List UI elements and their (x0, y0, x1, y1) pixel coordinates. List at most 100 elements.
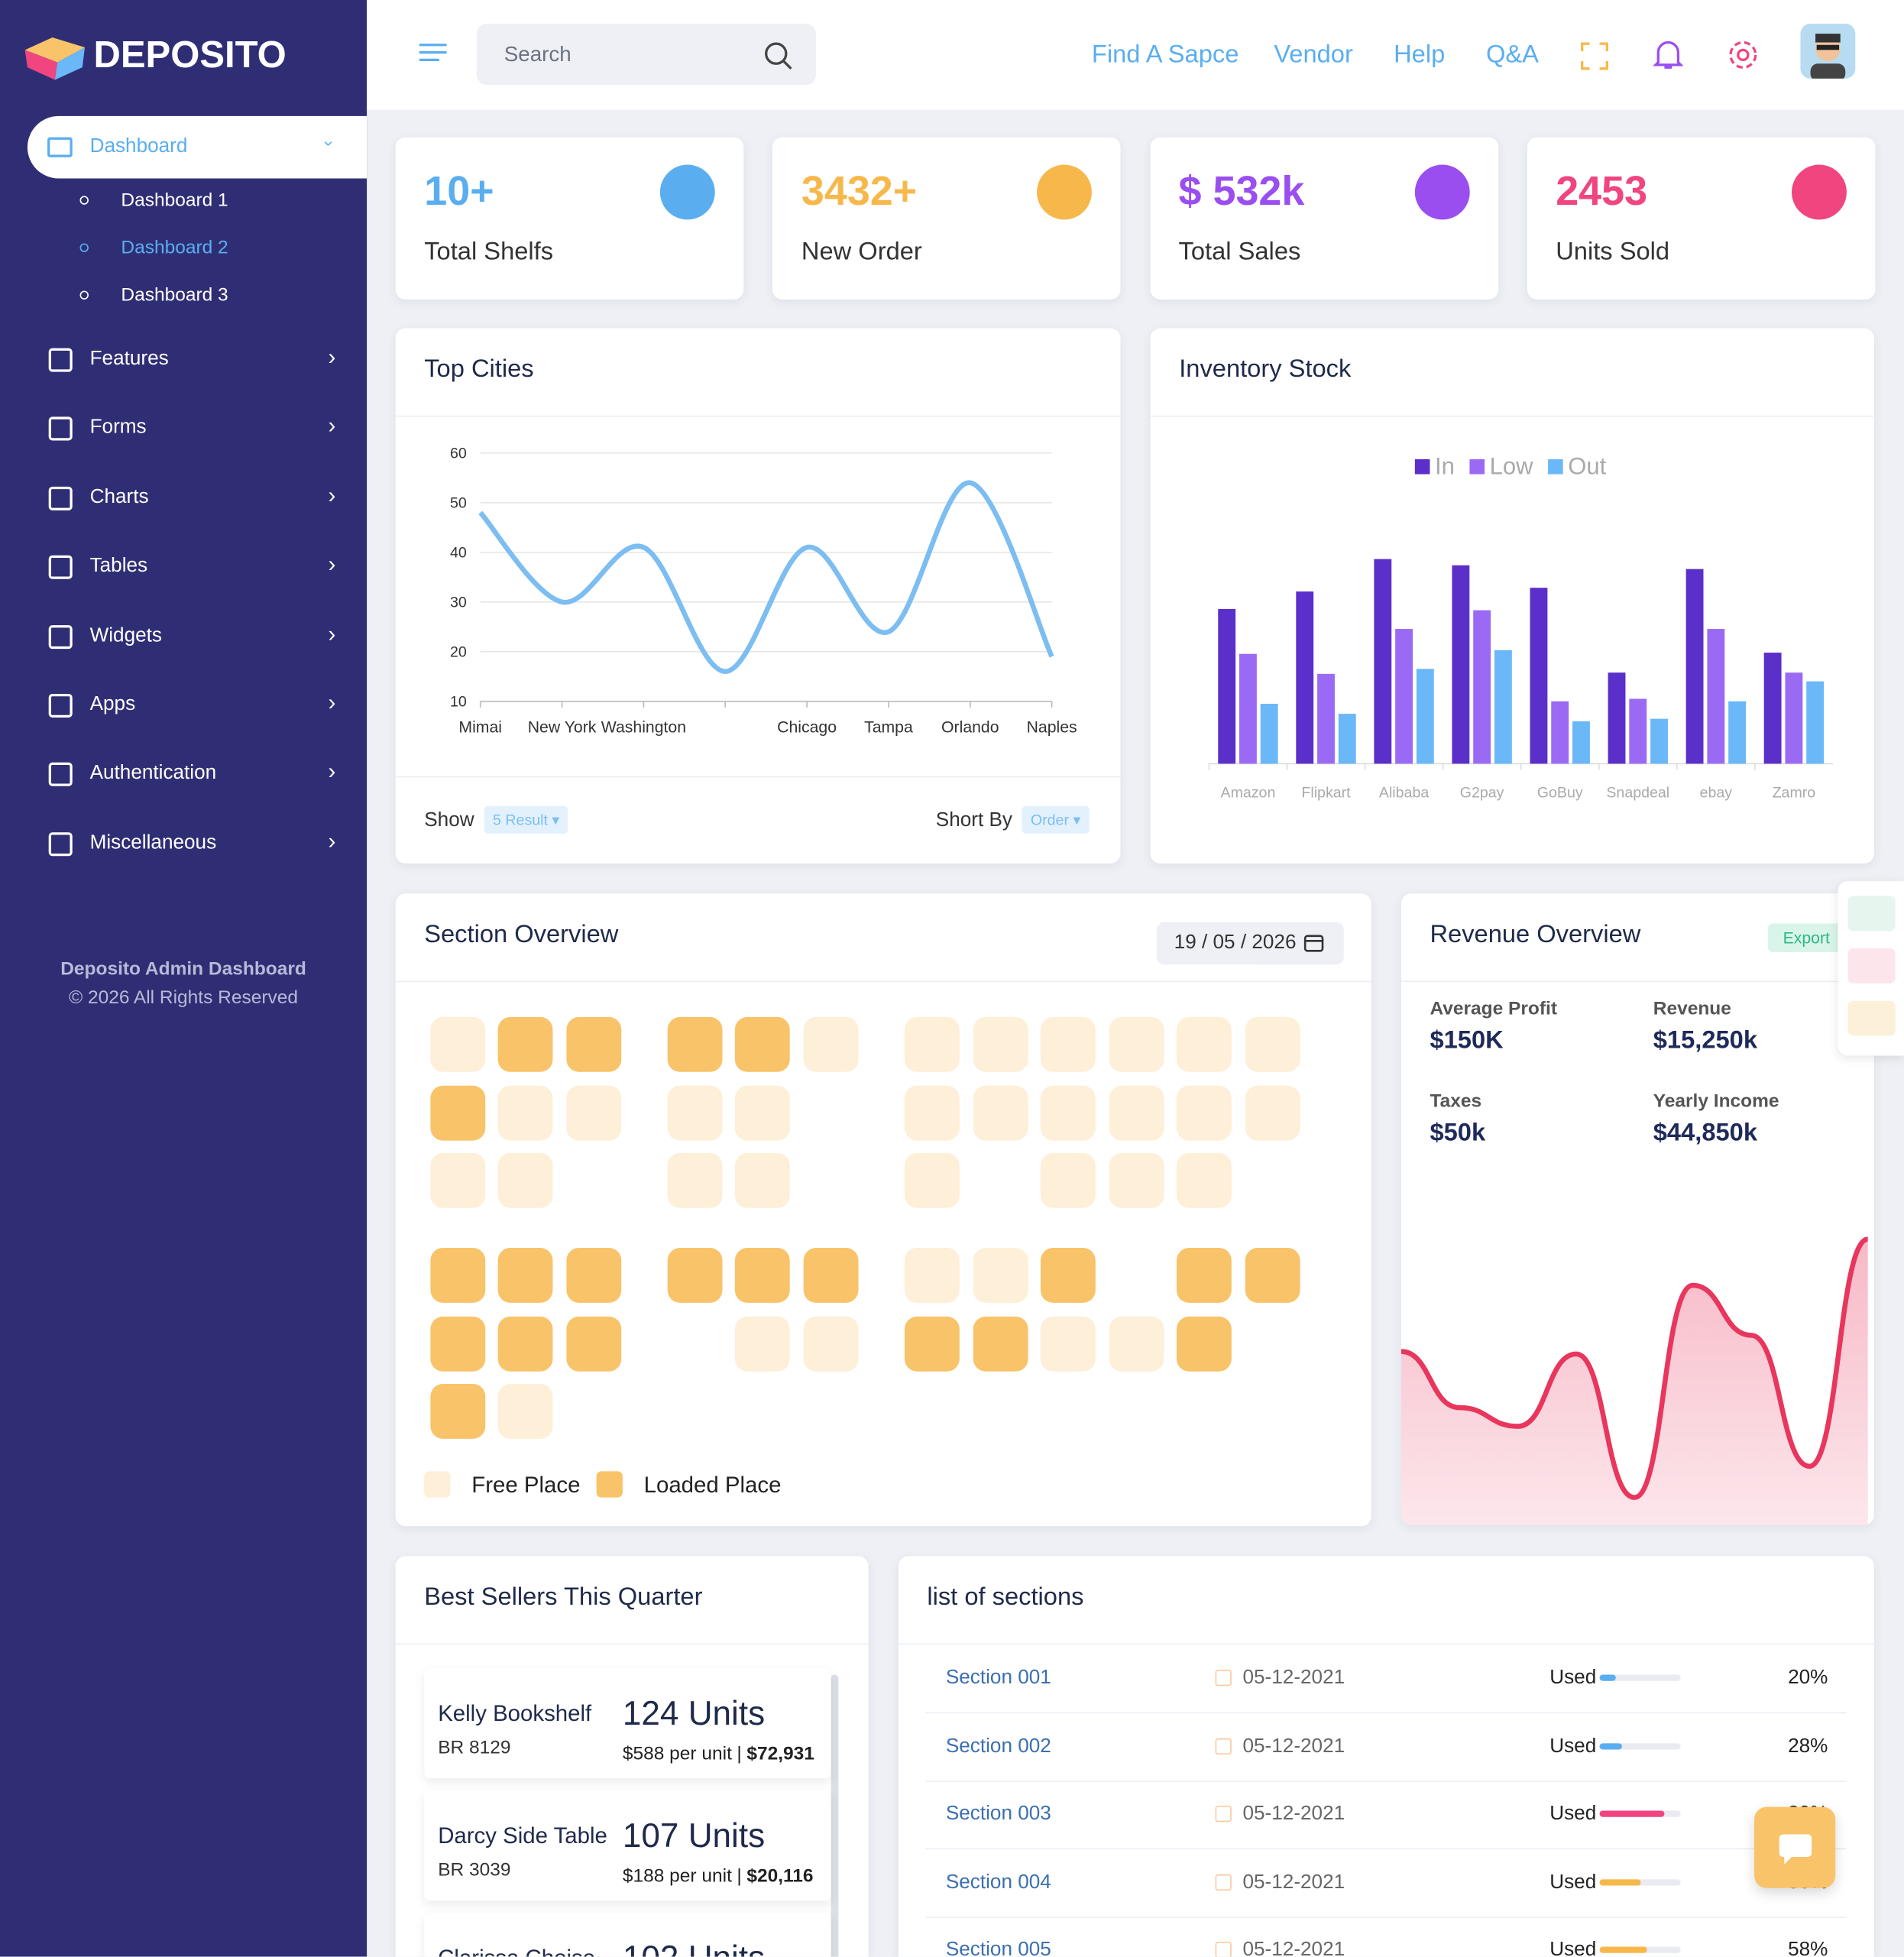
search-box[interactable]: Search (476, 24, 817, 86)
free-place (1245, 1016, 1300, 1072)
chevron: › (319, 140, 340, 147)
stat-card: 10+ Total Shelfs (395, 137, 744, 300)
loaded-place (430, 1248, 486, 1303)
progress-track (1599, 1742, 1681, 1749)
card-title: Top Cities (424, 355, 534, 384)
row-divider (925, 1780, 1847, 1782)
x-tick-label: Tampa (864, 719, 913, 737)
best-sellers-card: Best Sellers This Quarter Kelly Bookshel… (395, 1556, 869, 1957)
menu-item[interactable]: Miscellaneous › (47, 828, 347, 858)
avatar[interactable] (1800, 24, 1856, 79)
tool-button[interactable] (1847, 896, 1896, 932)
menu-icon (48, 417, 73, 442)
menu-icon (48, 624, 73, 649)
progress-bar (1599, 1810, 1665, 1817)
tool-button[interactable] (1847, 948, 1896, 983)
bar (1494, 650, 1512, 764)
free-place (904, 1016, 960, 1072)
free-place (497, 1085, 553, 1141)
card-title: Section Overview (424, 921, 619, 949)
fullscreen-icon[interactable] (1579, 41, 1609, 71)
section-overview-card: Section Overview 19 / 05 / 2026 Free Pla… (395, 893, 1371, 1527)
menu-item[interactable]: Apps › (47, 690, 347, 720)
menu-icon (48, 763, 73, 787)
free-place (1176, 1016, 1232, 1072)
topbar: Search Find A Sapce Vendor Help Q&A (367, 0, 1904, 110)
menu-item[interactable]: Forms › (47, 413, 347, 443)
date-picker[interactable]: 19 / 05 / 2026 (1156, 922, 1344, 965)
free-place (497, 1152, 553, 1208)
submenu-item[interactable]: Dashboard 1 (75, 187, 349, 215)
status: Used (1549, 1803, 1597, 1825)
menu-item-active[interactable]: Dashboard › (27, 115, 368, 179)
sections-card: list of sections Section 001 05-12-2021 Us… (898, 1556, 1874, 1957)
menu-item[interactable]: Features › (47, 345, 347, 374)
bullet (79, 243, 89, 252)
loaded-place (1176, 1248, 1232, 1303)
chevron: › (328, 620, 336, 646)
menu-item[interactable]: Charts › (47, 483, 347, 513)
chat-button[interactable] (1754, 1806, 1836, 1888)
nav-link[interactable]: Help (1394, 41, 1446, 69)
stat-value: 2453 (1556, 167, 1648, 214)
tool-button[interactable] (1847, 1000, 1896, 1036)
seller-item: Kelly Bookshelf BR 8129 124 Units $588 per … (424, 1668, 831, 1779)
inventory-card: Inventory Stock In Low Out Amazon Flipkart Al… (1150, 328, 1874, 864)
section-date: 05-12-2021 (1242, 1939, 1345, 1957)
bell-icon[interactable] (1653, 39, 1683, 71)
legend-label: Loaded Place (643, 1472, 782, 1498)
footer-copyright: © 2026 All Rights Reserved (69, 987, 299, 1009)
nav-link[interactable]: Q&A (1485, 41, 1539, 69)
section-name[interactable]: Section 001 (945, 1667, 1051, 1689)
nav-link[interactable]: Find A Sapce (1091, 41, 1239, 69)
free-place (1176, 1085, 1232, 1141)
menu-item[interactable]: Authentication › (47, 760, 347, 789)
free-place (497, 1384, 553, 1439)
bar (1296, 591, 1314, 764)
metric-value: $15,250k (1653, 1026, 1757, 1055)
legend-label: Out (1568, 453, 1606, 480)
loaded-place (497, 1016, 553, 1072)
free-place (973, 1248, 1028, 1303)
settings-icon[interactable] (1727, 39, 1759, 71)
section-name[interactable]: Section 004 (945, 1871, 1051, 1893)
submenu-label: Dashboard 2 (121, 237, 228, 259)
submenu-item[interactable]: Dashboard 3 (75, 282, 349, 309)
scrollbar[interactable] (831, 1674, 839, 1957)
section-name[interactable]: Section 002 (945, 1735, 1051, 1757)
bar (1416, 669, 1434, 764)
loaded-place (1176, 1316, 1232, 1372)
progress-bar (1599, 1878, 1640, 1885)
menu-item[interactable]: Widgets › (47, 621, 347, 651)
stat-card: $ 532k Total Sales (1149, 137, 1498, 300)
free-place (904, 1085, 960, 1141)
loaded-place (497, 1248, 553, 1303)
bar (1452, 565, 1470, 764)
menu-item[interactable]: Tables › (47, 552, 347, 582)
stat-label: New Order (801, 238, 922, 266)
free-place (667, 1085, 723, 1141)
separator: | (737, 1865, 742, 1887)
chevron: › (328, 413, 336, 439)
export-button[interactable]: Export (1768, 923, 1845, 953)
menu-label: Apps (89, 693, 136, 715)
show-label: Show (424, 809, 474, 831)
stat-card: 2453 Units Sold (1527, 137, 1876, 300)
seller-units: 102 Units (623, 1939, 765, 1957)
sort-select[interactable]: Order ▾ (1022, 805, 1090, 834)
chevron: › (328, 690, 336, 715)
menu-label: Authentication (89, 763, 217, 785)
nav-link[interactable]: Vendor (1274, 41, 1353, 69)
section-name[interactable]: Section 003 (945, 1803, 1051, 1825)
loaded-place (430, 1384, 486, 1439)
search-icon[interactable] (763, 41, 793, 71)
seller-units: 124 Units (622, 1694, 766, 1732)
section-name[interactable]: Section 005 (945, 1939, 1051, 1957)
card-title: Best Sellers This Quarter (424, 1583, 703, 1612)
submenu-item[interactable]: Dashboard 2 (75, 235, 349, 262)
show-select[interactable]: 5 Result ▾ (484, 805, 568, 834)
free-place (1109, 1316, 1164, 1372)
menu-toggle[interactable] (419, 43, 447, 65)
bar (1551, 701, 1569, 764)
x-tick-label: Orlando (941, 719, 999, 737)
